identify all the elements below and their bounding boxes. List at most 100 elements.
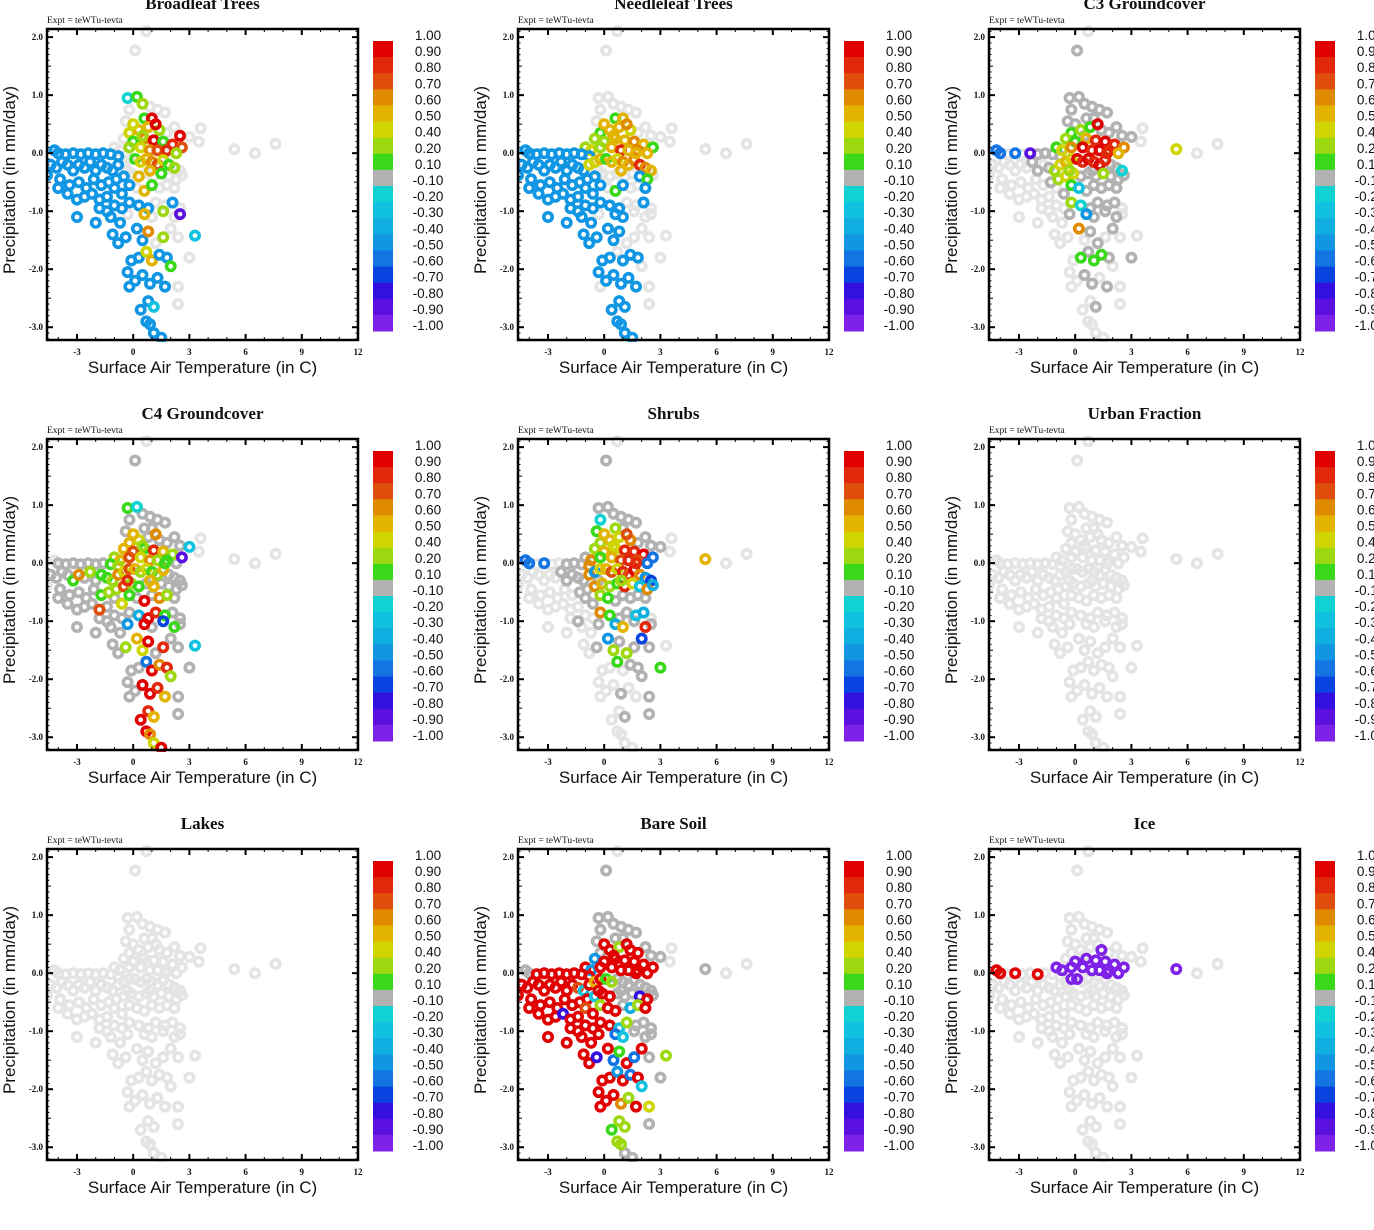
colorbar-swatch (844, 861, 864, 878)
data-point (1191, 557, 1204, 570)
data-point (140, 1065, 153, 1078)
data-point (157, 615, 170, 628)
data-point (628, 641, 641, 654)
data-point (641, 147, 654, 160)
data-point (1136, 942, 1149, 955)
data-point (145, 179, 158, 192)
data-point (1108, 606, 1121, 619)
data-point (1065, 690, 1078, 703)
data-point (654, 950, 667, 963)
data-point (145, 1031, 158, 1044)
colorbar-swatch (1315, 1038, 1335, 1055)
colorbar-label: -1.00 (884, 728, 915, 743)
chart-panel-c4-groundcover: -3 0 3 6 9 12 2.0 1.0 0.0 -1.0 -2.0 -3.0 1.00 0.90 0.8… (0, 404, 470, 820)
y-axis-title: Precipitation (in mm/day) (471, 906, 490, 1095)
data-point (144, 277, 157, 290)
data-point (1065, 153, 1078, 166)
data-point (132, 661, 145, 674)
colorbar-swatch (373, 579, 393, 597)
data-point (175, 989, 188, 1002)
data-point (645, 1028, 658, 1041)
expt-label: Expt = teWTu-tevta (47, 836, 123, 846)
data-point (140, 845, 153, 858)
x-tick-label: 12 (1296, 1167, 1306, 1177)
colorbar-label: 0.10 (415, 567, 441, 582)
colorbar-swatch (373, 89, 393, 106)
data-point (611, 1065, 624, 1078)
colorbar-label: 0.50 (415, 109, 441, 124)
data-point (616, 1031, 629, 1044)
data-point (269, 957, 282, 970)
data-point (607, 234, 620, 247)
data-point (555, 155, 568, 168)
data-point (123, 513, 136, 526)
data-point (523, 1002, 536, 1015)
data-point (140, 245, 153, 258)
data-point (72, 996, 85, 1009)
colorbar-label: -0.10 (1355, 993, 1374, 1008)
colorbar-swatch (844, 676, 864, 694)
data-point (555, 565, 568, 578)
data-point (1099, 205, 1112, 218)
data-point (663, 545, 676, 558)
data-point (620, 938, 633, 951)
colorbar-label: -0.20 (1355, 599, 1374, 614)
plot-area: -3 0 3 6 9 12 2.0 1.0 0.0 -1.0 -2.0 -3.0 1.000.900.8… (29, 845, 443, 1177)
colorbar-label: 0.60 (1357, 92, 1374, 107)
data-point (1072, 182, 1085, 195)
data-point (1063, 266, 1076, 279)
colorbar-swatch (844, 877, 864, 894)
data-point (134, 551, 147, 564)
data-point (603, 661, 616, 674)
data-point (123, 1016, 136, 1029)
data-point (1048, 638, 1061, 651)
colorbar-swatch (373, 314, 393, 332)
data-point (194, 532, 207, 545)
data-point (119, 641, 132, 654)
data-point (616, 621, 629, 634)
data-point (628, 1025, 641, 1038)
data-point (1076, 551, 1089, 564)
data-point (269, 137, 282, 150)
data-point (1074, 661, 1087, 674)
colorbar-label: -0.80 (1355, 696, 1374, 711)
colorbar-swatch (1315, 1118, 1335, 1136)
data-point (1116, 1022, 1129, 1035)
colorbar-label: -1.00 (413, 318, 444, 333)
data-point (1106, 632, 1119, 645)
data-point (114, 626, 127, 639)
colorbar-label: -0.20 (1355, 189, 1374, 204)
x-tick-label: 6 (1185, 347, 1190, 357)
colorbar-label: -0.20 (884, 1009, 915, 1024)
data-point (127, 938, 140, 951)
y-tick-label: -1.0 (500, 1026, 515, 1036)
data-point (134, 1123, 147, 1136)
colorbar-swatch (844, 1022, 864, 1039)
colorbar-label: -0.40 (1355, 631, 1374, 646)
y-tick-label: -1.0 (971, 1026, 986, 1036)
colorbar-label: -0.10 (413, 173, 444, 188)
colorbar-swatch (1315, 234, 1335, 251)
colorbar-swatch (1315, 89, 1335, 106)
data-point (586, 187, 599, 200)
colorbar-swatch (373, 234, 393, 251)
data-point (1013, 1031, 1026, 1044)
panel-title: C3 Groundcover (1083, 0, 1206, 13)
colorbar-label: 0.80 (1357, 60, 1374, 75)
data-point (585, 1036, 598, 1049)
x-tick-label: 0 (1073, 757, 1078, 767)
colorbar-swatch (373, 708, 393, 726)
data-point (1099, 231, 1112, 244)
y-tick-label: -2.0 (29, 1084, 44, 1094)
data-point (1093, 1091, 1106, 1104)
data-point (583, 647, 596, 660)
data-point (136, 234, 149, 247)
panel-title: Needleleaf Trees (614, 0, 733, 13)
x-tick-label: 12 (354, 347, 364, 357)
panel-title: C4 Groundcover (141, 404, 264, 423)
data-point (1106, 222, 1119, 235)
data-point (586, 202, 599, 215)
data-point (639, 531, 652, 544)
colorbar-swatch (1315, 298, 1335, 316)
colorbar-swatch (844, 105, 864, 123)
